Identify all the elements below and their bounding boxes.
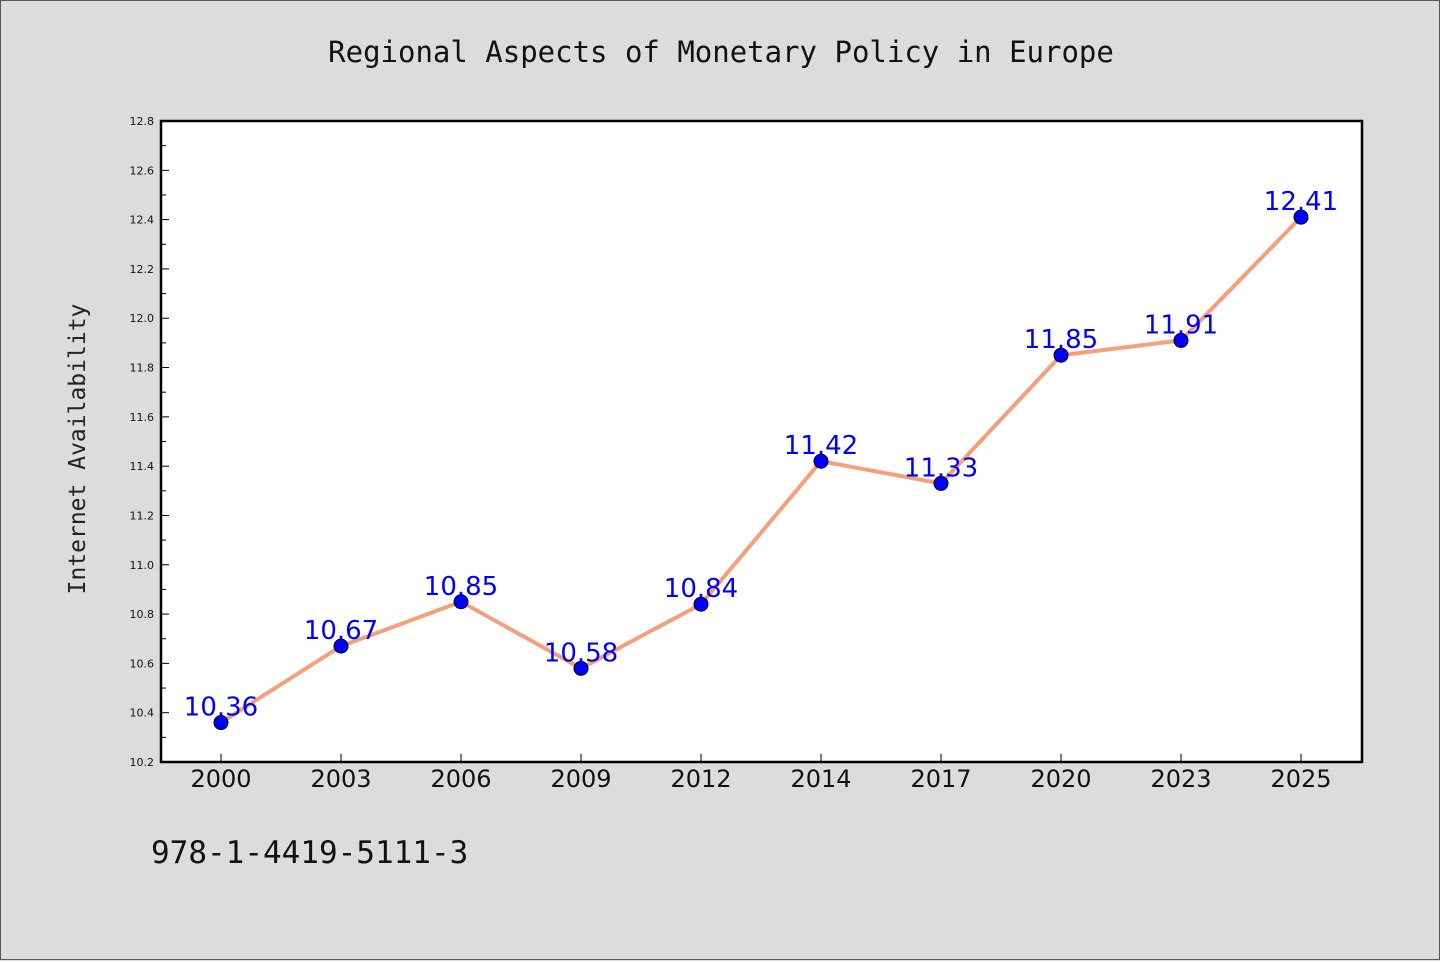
y-tick-label: 11.6 [130, 411, 155, 424]
y-tick-label: 10.8 [130, 608, 155, 621]
series-line [219, 215, 1303, 725]
x-tick-label: 2009 [550, 765, 611, 793]
y-tick-label: 11.8 [130, 362, 155, 375]
data-point [213, 715, 229, 731]
data-point [933, 475, 949, 491]
data-label: 11.91 [1144, 310, 1218, 340]
data-label: 11.85 [1024, 325, 1098, 355]
y-tick-label: 11.2 [130, 509, 155, 522]
data-label: 12.41 [1264, 187, 1338, 217]
y-tick-label: 12.4 [130, 214, 155, 227]
data-point [573, 660, 589, 676]
data-point [333, 638, 349, 654]
data-label: 10.85 [424, 572, 498, 602]
x-tick-label: 2017 [910, 765, 971, 793]
y-tick-label: 12.0 [130, 312, 155, 325]
data-point [1053, 347, 1069, 363]
data-label: 10.84 [664, 574, 738, 604]
y-axis-ticks: 10.2 10.4 10.6 10.8 11.0 11.2 11.4 11.6 11.8 12.0… [130, 115, 169, 769]
y-tick-label: 10.6 [130, 657, 155, 670]
data-point [453, 594, 469, 610]
y-tick-label: 12.6 [130, 164, 155, 177]
isbn-text: 978-1-4419-5111-3 [151, 835, 469, 871]
data-point [1293, 209, 1309, 225]
x-tick-label: 2023 [1150, 765, 1211, 793]
x-tick-label: 2020 [1030, 765, 1091, 793]
chart-title: Regional Aspects of Monetary Policy in E… [328, 35, 1114, 69]
y-tick-label: 10.4 [130, 707, 155, 720]
data-label: 10.36 [184, 693, 258, 723]
series-group: 10.36 10.67 10.85 10.58 10.84 11.42 11.33 11.85… [184, 187, 1338, 731]
y-tick-label: 12.8 [130, 115, 155, 128]
data-label: 10.58 [544, 638, 618, 668]
data-label: 11.33 [904, 453, 978, 483]
y-tick-label: 10.2 [130, 756, 155, 769]
x-axis-ticks: 2000 2003 2006 2009 2012 2014 2017 2020 2023 2025 [190, 754, 1332, 793]
x-tick-label: 2012 [670, 765, 731, 793]
x-tick-label: 2003 [310, 765, 371, 793]
y-tick-label: 11.0 [130, 559, 155, 572]
data-point [813, 453, 829, 469]
data-label: 10.67 [304, 616, 378, 646]
x-tick-label: 2000 [190, 765, 251, 793]
y-tick-label: 11.4 [130, 460, 155, 473]
x-tick-label: 2014 [790, 765, 851, 793]
x-tick-label: 2006 [430, 765, 491, 793]
data-label: 11.42 [784, 431, 858, 461]
x-tick-label: 2025 [1270, 765, 1331, 793]
data-point [1173, 332, 1189, 348]
data-point [693, 596, 709, 612]
y-tick-label: 12.2 [130, 263, 155, 276]
plot-background [159, 119, 1364, 764]
